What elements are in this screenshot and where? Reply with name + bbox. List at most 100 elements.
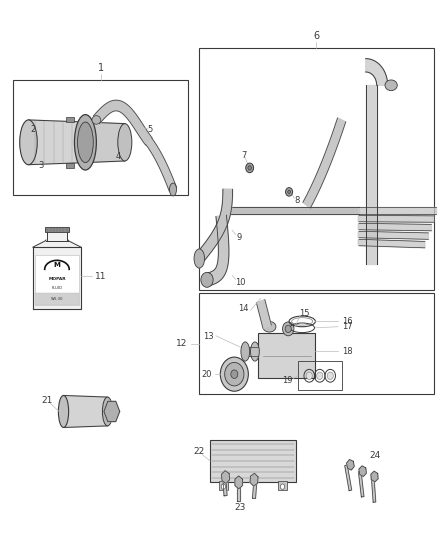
Ellipse shape: [231, 370, 238, 378]
Polygon shape: [85, 122, 125, 163]
Text: 6: 6: [314, 31, 319, 41]
Bar: [13, 80, 188, 195]
Ellipse shape: [74, 115, 96, 170]
Text: 2: 2: [30, 125, 35, 134]
Text: 22: 22: [193, 447, 205, 456]
Text: M: M: [53, 262, 60, 268]
Ellipse shape: [58, 395, 69, 427]
Polygon shape: [371, 477, 376, 502]
Ellipse shape: [317, 372, 323, 379]
Text: 7: 7: [242, 151, 247, 160]
Ellipse shape: [170, 183, 177, 196]
Polygon shape: [371, 471, 378, 482]
Ellipse shape: [201, 272, 213, 287]
Ellipse shape: [92, 116, 101, 124]
Ellipse shape: [385, 80, 397, 91]
Polygon shape: [146, 139, 177, 191]
Polygon shape: [358, 223, 431, 231]
Ellipse shape: [283, 322, 294, 336]
Text: 3: 3: [38, 161, 43, 170]
Polygon shape: [196, 189, 233, 263]
Bar: [66, 163, 74, 168]
Ellipse shape: [327, 372, 333, 379]
Bar: [199, 48, 434, 290]
Text: 4: 4: [116, 152, 121, 160]
Polygon shape: [345, 465, 352, 491]
Text: MOPAR: MOPAR: [48, 277, 66, 281]
Ellipse shape: [78, 122, 93, 163]
Text: 20: 20: [201, 370, 212, 378]
Ellipse shape: [241, 342, 250, 361]
Polygon shape: [235, 476, 243, 489]
Bar: [258, 333, 315, 378]
Text: 18: 18: [343, 347, 353, 356]
Polygon shape: [237, 482, 240, 501]
Polygon shape: [104, 401, 120, 422]
Ellipse shape: [102, 397, 113, 426]
Text: 21: 21: [41, 397, 53, 405]
Bar: [66, 117, 74, 122]
Text: 16: 16: [343, 317, 353, 326]
Ellipse shape: [220, 357, 248, 391]
Polygon shape: [256, 300, 272, 328]
Polygon shape: [64, 395, 107, 427]
Ellipse shape: [78, 122, 93, 163]
Polygon shape: [250, 473, 258, 486]
Text: 10: 10: [235, 278, 245, 287]
Ellipse shape: [306, 372, 312, 379]
Ellipse shape: [118, 124, 132, 161]
Text: 12: 12: [176, 340, 187, 348]
Text: 17: 17: [343, 322, 353, 331]
Polygon shape: [253, 480, 257, 498]
Ellipse shape: [248, 166, 251, 170]
Ellipse shape: [225, 362, 244, 386]
Ellipse shape: [221, 484, 226, 489]
Polygon shape: [346, 459, 354, 470]
Polygon shape: [358, 215, 434, 222]
Bar: [298, 361, 342, 390]
Polygon shape: [93, 100, 152, 145]
Ellipse shape: [280, 484, 285, 489]
Text: 19: 19: [282, 376, 293, 384]
Polygon shape: [358, 231, 428, 239]
Polygon shape: [33, 247, 81, 309]
Text: 14: 14: [238, 304, 249, 312]
Ellipse shape: [288, 190, 290, 193]
Text: 1: 1: [98, 63, 104, 73]
Text: 11: 11: [95, 272, 106, 280]
Ellipse shape: [286, 188, 293, 196]
Bar: [35, 293, 79, 305]
Text: 9: 9: [236, 233, 241, 242]
Polygon shape: [366, 59, 388, 85]
Text: FLUID: FLUID: [51, 286, 63, 289]
Ellipse shape: [246, 163, 254, 173]
Bar: [210, 440, 296, 482]
Polygon shape: [358, 239, 425, 248]
Polygon shape: [206, 215, 229, 286]
Polygon shape: [228, 207, 359, 214]
Polygon shape: [358, 471, 364, 497]
Text: 23: 23: [234, 504, 246, 512]
Bar: [35, 255, 79, 305]
Bar: [199, 293, 434, 394]
Bar: [45, 227, 69, 232]
Text: 13: 13: [203, 333, 213, 341]
Text: 15: 15: [299, 310, 310, 318]
Text: 5W-30: 5W-30: [51, 297, 63, 301]
Polygon shape: [245, 348, 258, 356]
Ellipse shape: [194, 249, 205, 268]
Polygon shape: [28, 120, 85, 165]
Text: 8: 8: [294, 196, 300, 205]
Bar: [278, 481, 287, 490]
Polygon shape: [47, 232, 67, 240]
Polygon shape: [359, 466, 366, 477]
Bar: [219, 481, 228, 490]
Polygon shape: [366, 85, 377, 264]
Polygon shape: [303, 118, 346, 208]
Ellipse shape: [251, 342, 259, 361]
Ellipse shape: [263, 321, 276, 332]
Polygon shape: [222, 471, 230, 483]
Ellipse shape: [285, 325, 291, 333]
Polygon shape: [223, 477, 227, 496]
Ellipse shape: [20, 120, 37, 165]
